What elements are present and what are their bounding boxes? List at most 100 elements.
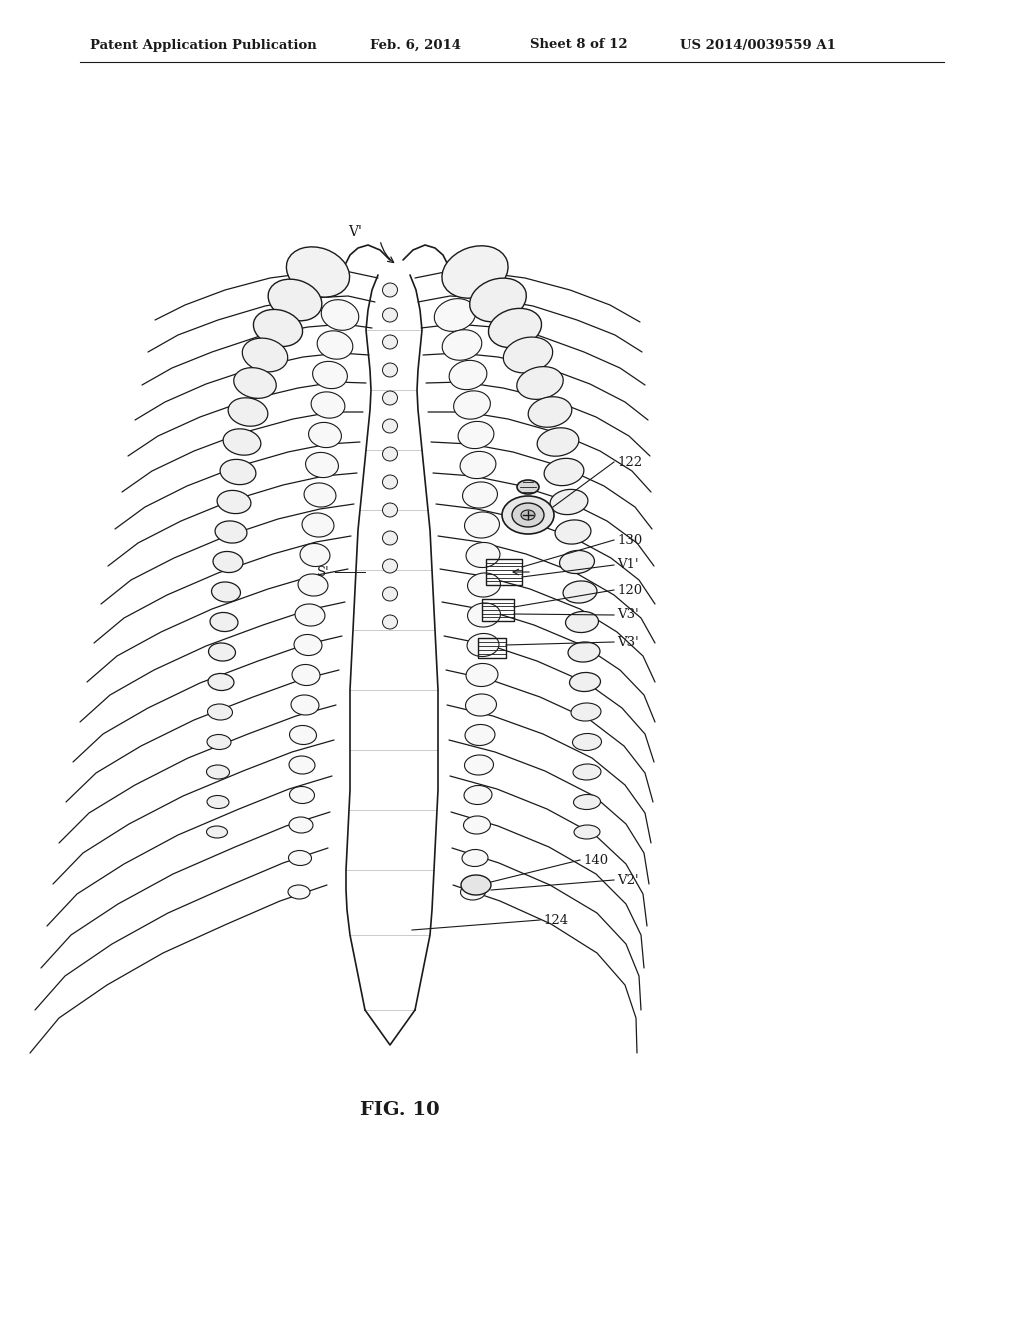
Ellipse shape [287,247,349,297]
Ellipse shape [488,309,542,347]
Ellipse shape [383,447,397,461]
Ellipse shape [383,615,397,630]
Ellipse shape [215,521,247,543]
Ellipse shape [568,642,600,663]
Ellipse shape [464,785,492,804]
Ellipse shape [466,694,497,715]
Ellipse shape [572,734,601,751]
Text: Sheet 8 of 12: Sheet 8 of 12 [530,38,628,51]
Ellipse shape [207,796,229,809]
Ellipse shape [550,490,588,515]
Text: 120: 120 [617,583,642,597]
Ellipse shape [207,826,227,838]
Ellipse shape [573,795,600,809]
Ellipse shape [290,787,314,804]
Ellipse shape [460,451,496,479]
Ellipse shape [289,756,315,774]
Text: V1': V1' [617,558,639,572]
Ellipse shape [454,391,490,420]
Ellipse shape [528,397,571,428]
Text: V2': V2' [617,874,639,887]
Ellipse shape [288,884,310,899]
Ellipse shape [228,397,268,426]
Ellipse shape [563,581,597,603]
Ellipse shape [212,582,241,602]
Bar [478,638,506,657]
Ellipse shape [302,513,334,537]
Text: Patent Application Publication: Patent Application Publication [90,38,316,51]
Ellipse shape [383,558,397,573]
Ellipse shape [565,611,598,632]
Ellipse shape [305,453,338,478]
Ellipse shape [470,279,526,322]
Ellipse shape [233,368,276,399]
Ellipse shape [220,459,256,484]
Ellipse shape [463,482,498,508]
Ellipse shape [573,764,601,780]
Ellipse shape [383,418,397,433]
Ellipse shape [304,483,336,507]
Ellipse shape [465,755,494,775]
Text: 122: 122 [617,455,642,469]
Ellipse shape [468,573,501,597]
Ellipse shape [442,246,508,298]
Ellipse shape [434,298,476,331]
Ellipse shape [291,694,319,715]
Ellipse shape [311,392,345,418]
Ellipse shape [312,362,347,388]
Ellipse shape [243,338,288,372]
Ellipse shape [268,279,322,321]
Ellipse shape [466,543,500,568]
Ellipse shape [207,734,231,750]
Ellipse shape [468,603,501,627]
Ellipse shape [465,725,495,746]
Ellipse shape [208,673,234,690]
Ellipse shape [295,605,325,626]
Ellipse shape [210,612,238,631]
Ellipse shape [223,429,261,455]
Ellipse shape [207,766,229,779]
Ellipse shape [512,503,544,527]
Ellipse shape [383,475,397,488]
Ellipse shape [300,544,330,566]
Ellipse shape [322,300,358,330]
Ellipse shape [461,875,490,895]
Ellipse shape [213,552,243,573]
Ellipse shape [294,635,322,656]
Ellipse shape [383,363,397,378]
Ellipse shape [504,337,553,374]
Ellipse shape [466,664,498,686]
Ellipse shape [383,531,397,545]
Ellipse shape [289,817,313,833]
Ellipse shape [517,367,563,400]
Ellipse shape [383,308,397,322]
Ellipse shape [209,643,236,661]
Ellipse shape [462,850,488,866]
Text: 140: 140 [583,854,608,866]
Ellipse shape [442,330,482,360]
Ellipse shape [298,574,328,597]
Ellipse shape [574,825,600,840]
Ellipse shape [521,510,535,520]
Ellipse shape [253,309,303,347]
Ellipse shape [292,664,319,685]
Ellipse shape [571,704,601,721]
Ellipse shape [383,282,397,297]
Ellipse shape [317,331,353,359]
Ellipse shape [461,884,485,900]
Ellipse shape [559,550,595,574]
Text: 130: 130 [617,533,642,546]
Ellipse shape [464,816,490,834]
Ellipse shape [383,391,397,405]
Bar [486,558,522,585]
Ellipse shape [538,428,579,457]
Text: 124: 124 [543,913,568,927]
Text: FIG. 10: FIG. 10 [360,1101,440,1119]
Ellipse shape [544,458,584,486]
Ellipse shape [467,634,499,656]
Ellipse shape [383,587,397,601]
Text: V': V' [348,224,361,239]
Text: Feb. 6, 2014: Feb. 6, 2014 [370,38,461,51]
Ellipse shape [383,503,397,517]
Ellipse shape [458,421,494,449]
